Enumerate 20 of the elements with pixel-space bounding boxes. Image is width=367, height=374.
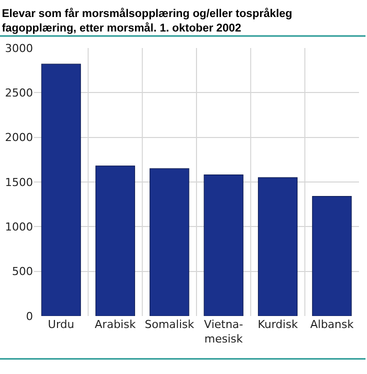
x-tick-label: Vietna- mesisk [204, 318, 244, 346]
y-tick-label: 2500 [5, 86, 33, 100]
y-tick-label: 1500 [5, 176, 33, 189]
bar [312, 196, 352, 316]
x-tick-label: Kurdisk [258, 318, 298, 331]
bar [41, 64, 81, 316]
bar [204, 174, 244, 316]
y-tick-label: 1000 [5, 220, 33, 234]
y-tick-label: 2000 [5, 131, 33, 144]
x-tick-label: Arabisk [94, 318, 136, 331]
chart-title: Elevar som får morsmålsopplæring og/eller tospråkleg fagopplæring, etter morsmål. 1. oktober 2002 [2, 6, 292, 34]
y-tick-label: 500 [12, 265, 33, 278]
bar [95, 166, 136, 316]
y-tick-label: 3000 [5, 42, 33, 55]
bar [258, 177, 298, 316]
x-tick-label: Albansk [310, 318, 354, 331]
x-tick-label: Urdu [48, 318, 74, 331]
x-tick-label: Somalisk [144, 318, 195, 331]
y-tick-label: 0 [26, 310, 33, 323]
bar [150, 168, 190, 316]
